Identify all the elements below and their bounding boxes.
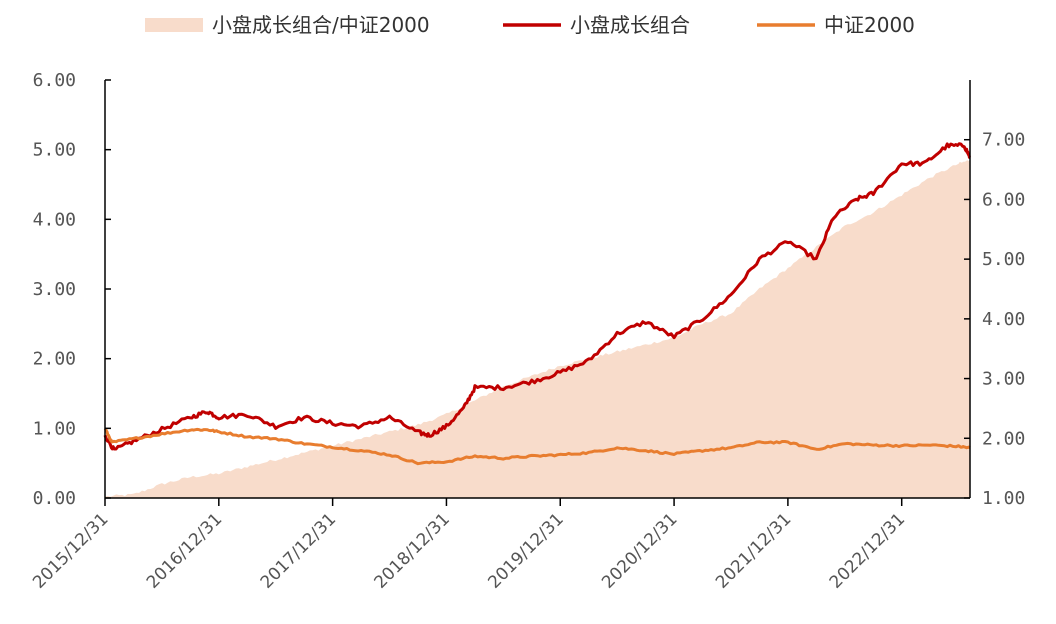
y-right-tick-label: 3.00	[982, 369, 1025, 390]
series-area-ratio	[105, 160, 970, 498]
series-line-2	[103, 427, 971, 466]
y-right-tick-label: 2.00	[982, 428, 1025, 449]
y-right-tick-label: 6.00	[982, 189, 1025, 210]
y-left-tick-label: 5.00	[33, 140, 76, 161]
x-tick-label: 2019/12/31	[484, 509, 567, 592]
x-tick-label: 2022/12/31	[826, 509, 909, 592]
legend-label: 中证2000	[824, 13, 915, 37]
x-tick-label: 2017/12/31	[257, 509, 340, 592]
y-left-tick-label: 2.00	[33, 349, 76, 370]
line-layer	[103, 142, 971, 466]
x-tick-label: 2021/12/31	[712, 509, 795, 592]
x-tick-label: 2020/12/31	[598, 509, 681, 592]
legend-label: 小盘成长组合/中证2000	[212, 13, 430, 37]
y-left-tick-label: 3.00	[33, 279, 76, 300]
x-tick-label: 2015/12/31	[29, 509, 112, 592]
y-left-tick-label: 1.00	[33, 418, 76, 439]
legend: 小盘成长组合/中证2000 小盘成长组合 中证2000	[145, 13, 915, 37]
legend-swatch-area	[145, 18, 203, 32]
y-right-tick-label: 1.00	[982, 488, 1025, 509]
y-right-tick-label: 4.00	[982, 309, 1025, 330]
y-right-tick-label: 7.00	[982, 130, 1025, 151]
area-layer	[105, 160, 970, 498]
y-left-tick-label: 6.00	[33, 70, 76, 91]
y-left-tick-label: 4.00	[33, 209, 76, 230]
y-right-tick-label: 5.00	[982, 249, 1025, 270]
legend-label: 小盘成长组合	[570, 13, 690, 37]
y-left-tick-label: 0.00	[33, 488, 76, 509]
series-line-1	[103, 142, 971, 451]
x-tick-label: 2016/12/31	[143, 509, 226, 592]
x-tick-label: 2018/12/31	[371, 509, 454, 592]
